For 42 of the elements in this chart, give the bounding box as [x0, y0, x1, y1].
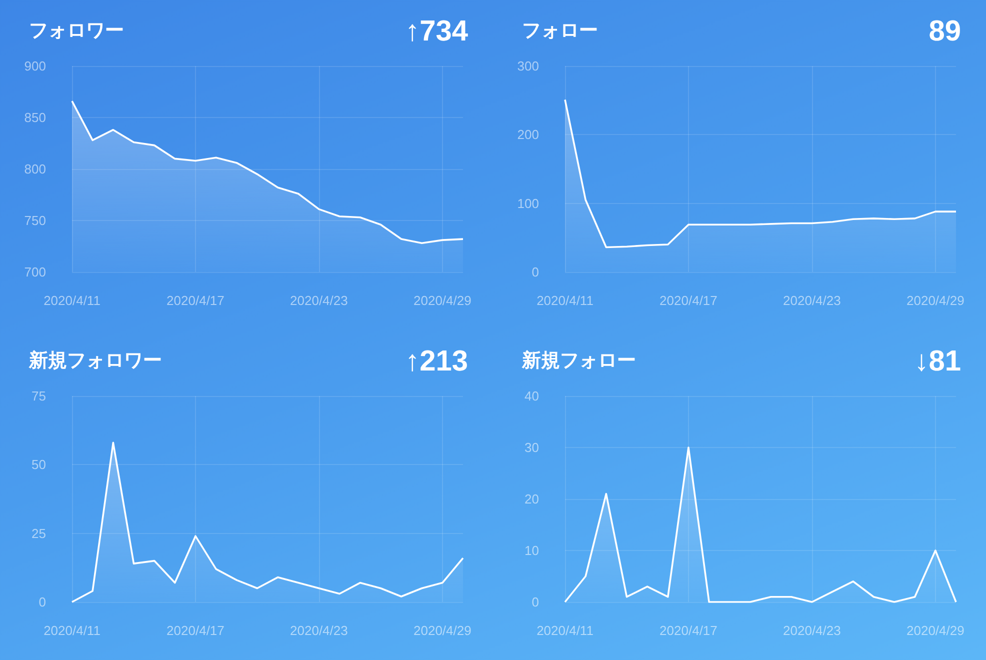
y-tick-label: 100	[517, 196, 539, 211]
x-tick-label: 2020/4/11	[536, 623, 594, 638]
y-tick-label: 850	[24, 110, 46, 125]
x-tick-label: 2020/4/23	[290, 293, 348, 308]
chart-title: 新規フォロワー	[28, 350, 162, 372]
text: 89	[928, 16, 962, 48]
y-tick-label: 0	[532, 594, 539, 610]
x-tick-label: 2020/4/11	[44, 293, 100, 308]
y-tick-label: 10	[524, 543, 539, 558]
x-tick-label: 2020/4/29	[414, 623, 472, 638]
x-tick-label: 2020/4/11	[536, 293, 594, 308]
x-tick-label: 2020/4/17	[660, 623, 718, 638]
y-tick-label: 750	[24, 213, 46, 228]
x-tick-label: 2020/4/29	[906, 623, 964, 638]
y-tick-label: 700	[24, 264, 46, 280]
chart-title: 新規フォロー	[521, 350, 636, 372]
y-tick-label: 0	[38, 594, 46, 610]
y-tick-label: 50	[32, 457, 46, 472]
y-tick-label: 25	[32, 526, 46, 541]
y-tick-label: 40	[524, 388, 539, 404]
y-tick-label: 75	[32, 388, 46, 404]
chart-title: フォロワー	[29, 20, 124, 42]
y-tick-label: 200	[517, 127, 539, 142]
x-tick-label: 2020/4/29	[906, 293, 964, 308]
x-tick-label: 2020/4/23	[290, 623, 348, 638]
x-tick-label: 2020/4/29	[414, 293, 472, 308]
text: ↓81	[914, 346, 962, 378]
y-tick-label: 30	[524, 440, 539, 455]
x-tick-label: 2020/4/11	[44, 623, 100, 638]
x-tick-label: 2020/4/17	[166, 293, 224, 308]
x-tick-label: 2020/4/17	[166, 623, 224, 638]
chart-title: フォロー	[522, 20, 598, 42]
y-tick-label: 300	[517, 58, 539, 74]
text: ↑734	[405, 16, 468, 48]
y-tick-label: 0	[532, 264, 539, 280]
x-tick-label: 2020/4/23	[783, 623, 841, 638]
text: ↑213	[405, 346, 468, 378]
y-tick-label: 20	[524, 492, 539, 506]
x-tick-label: 2020/4/17	[660, 293, 718, 308]
x-tick-label: 2020/4/23	[783, 293, 841, 308]
y-tick-label: 900	[24, 58, 46, 74]
y-tick-label: 800	[24, 162, 46, 176]
